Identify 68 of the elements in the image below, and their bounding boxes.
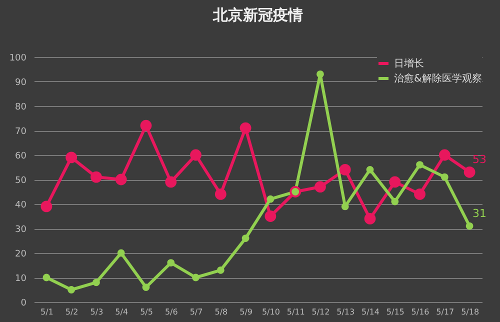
y-tick-label: 40	[15, 200, 27, 210]
point	[266, 195, 274, 203]
legend-label: 治愈&解除医学观察	[394, 72, 482, 84]
y-tick-label: 30	[15, 225, 27, 235]
point	[68, 286, 76, 294]
point	[391, 198, 399, 206]
point	[192, 274, 200, 282]
chart-title: 北京新冠疫情	[212, 6, 303, 24]
x-tick-label: 5/18	[461, 308, 480, 316]
point	[165, 176, 177, 188]
x-tick-label: 5/15	[386, 308, 404, 316]
y-tick-label: 80	[15, 102, 27, 112]
x-tick-label: 5/9	[240, 308, 252, 316]
point	[142, 284, 150, 291]
point	[416, 161, 424, 168]
x-tick-label: 5/16	[411, 308, 430, 316]
point	[314, 181, 326, 193]
x-tick-label: 5/1	[40, 308, 54, 316]
x-tick-label: 5/3	[90, 308, 104, 316]
y-tick-label: 0	[20, 298, 27, 308]
point	[90, 171, 102, 183]
point	[167, 259, 175, 266]
point	[42, 274, 50, 282]
x-tick-label: 5/13	[336, 308, 355, 316]
x-tick-label: 5/17	[436, 308, 454, 316]
point	[242, 234, 250, 242]
point	[364, 213, 376, 224]
y-tick-label: 20	[15, 250, 27, 260]
x-tick-label: 5/2	[65, 308, 78, 316]
data-label: 53	[472, 153, 487, 166]
point	[264, 210, 276, 222]
x-tick-label: 5/4	[115, 308, 128, 316]
point	[140, 120, 152, 132]
point	[240, 122, 252, 134]
point	[366, 166, 374, 174]
point	[440, 173, 448, 181]
y-tick-label: 70	[15, 127, 27, 137]
point	[464, 166, 476, 178]
y-tick-label: 90	[15, 78, 27, 88]
point	[66, 152, 78, 164]
y-tick-label: 60	[15, 152, 27, 162]
x-tick-label: 5/6	[164, 308, 178, 316]
y-tick-label: 100	[9, 54, 27, 64]
x-tick-label: 5/8	[214, 308, 228, 316]
point	[438, 149, 450, 161]
point	[414, 188, 426, 200]
point	[40, 200, 52, 212]
point	[339, 164, 351, 176]
y-tick-label: 50	[15, 176, 27, 186]
x-tick-label: 5/5	[140, 308, 153, 316]
x-tick-label: 5/11	[286, 308, 305, 316]
point	[117, 249, 125, 257]
point	[389, 176, 401, 188]
y-tick-label: 10	[15, 274, 27, 284]
x-tick-label: 5/14	[362, 308, 380, 316]
point	[115, 174, 127, 186]
point	[190, 149, 202, 161]
point	[92, 278, 100, 286]
x-tick-label: 5/10	[262, 308, 280, 316]
point	[216, 266, 224, 274]
x-tick-label: 5/7	[190, 308, 203, 316]
point	[214, 188, 226, 200]
point	[316, 70, 324, 78]
point	[341, 202, 349, 210]
legend-label: 日增长	[394, 58, 424, 70]
x-tick-label: 5/12	[312, 308, 330, 316]
data-label: 31	[472, 207, 487, 220]
point	[466, 222, 474, 230]
